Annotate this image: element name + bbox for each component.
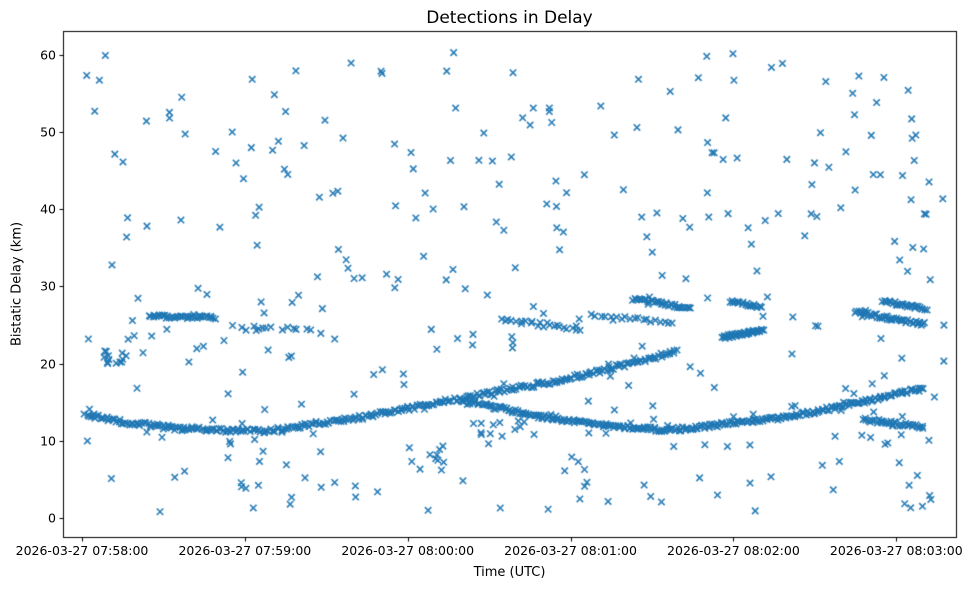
x-tick-label: 2026-03-27 08:01:00 <box>504 543 637 558</box>
y-tick-label: 50 <box>40 124 56 140</box>
x-tick-label: 2026-03-27 08:00:00 <box>341 543 475 558</box>
y-tick-label: 30 <box>40 278 56 294</box>
y-tick-label: 10 <box>40 433 56 449</box>
x-tick-label: 2026-03-27 07:58:00 <box>15 543 149 558</box>
chart-title: Detections in Delay <box>426 8 593 28</box>
y-tick-label: 0 <box>48 510 56 526</box>
y-tick-label: 20 <box>40 356 56 372</box>
y-tick-label: 60 <box>40 47 56 63</box>
x-tick-label: 2026-03-27 07:59:00 <box>178 543 312 558</box>
x-tick-label: 2026-03-27 08:03:00 <box>829 543 963 558</box>
x-tick-label: 2026-03-27 08:02:00 <box>667 543 800 558</box>
y-tick-label: 40 <box>40 201 56 217</box>
x-axis-label: Time (UTC) <box>473 565 546 580</box>
